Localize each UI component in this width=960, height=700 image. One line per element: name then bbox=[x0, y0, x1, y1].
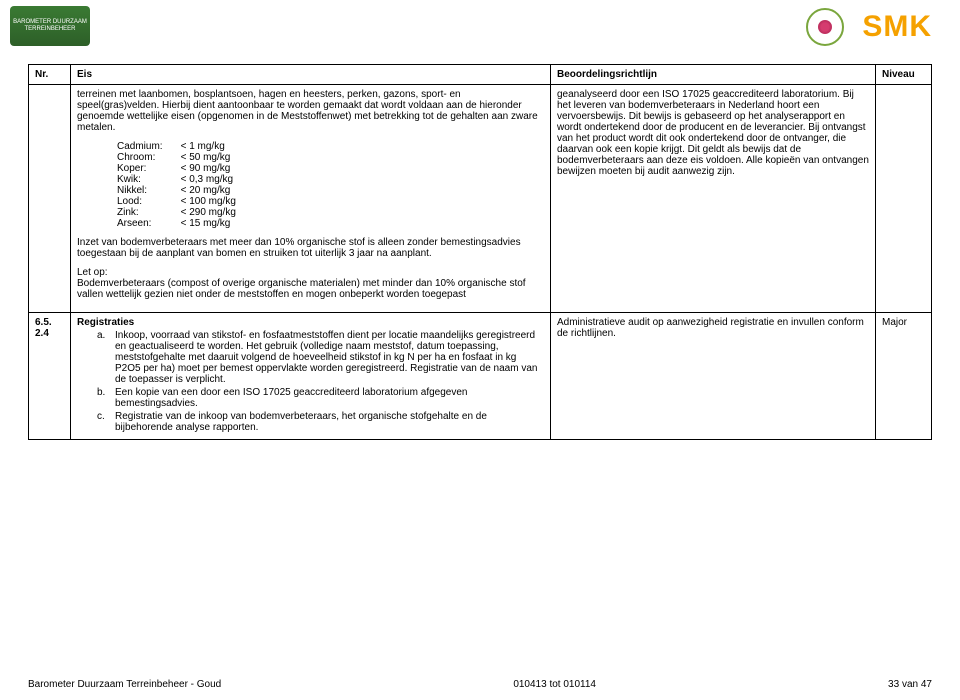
criteria-table: Nr. Eis Beoordelingsrichtlijn Niveau ter… bbox=[28, 64, 932, 440]
row-title: Registraties bbox=[77, 317, 544, 328]
limit-val: < 0,3 mg/kg bbox=[181, 174, 254, 185]
limit-val: < 20 mg/kg bbox=[181, 185, 254, 196]
limit-val: < 90 mg/kg bbox=[181, 163, 254, 174]
list-text: Registratie van de inkoop van bodemverbe… bbox=[115, 411, 487, 433]
milieukeur-logo-icon bbox=[806, 8, 844, 46]
col-nr: Nr. bbox=[29, 65, 71, 85]
limit-val: < 100 mg/kg bbox=[181, 196, 254, 207]
eis-paragraph: Inzet van bodemverbeteraars met meer dan… bbox=[77, 237, 544, 259]
logo-barometer: BAROMETER DUURZAAM TERREINBEHEER bbox=[10, 6, 90, 46]
list-item: a.Inkoop, voorraad van stikstof- en fosf… bbox=[97, 330, 544, 385]
limit-el: Koper: bbox=[117, 163, 181, 174]
list-item: b.Een kopie van een door een ISO 17025 g… bbox=[97, 387, 544, 409]
cell-eis: Registraties a.Inkoop, voorraad van stik… bbox=[71, 313, 551, 440]
eis-text: Bodemverbeteraars (compost of overige or… bbox=[77, 278, 526, 300]
eis-paragraph: Let op:Bodemverbeteraars (compost of ove… bbox=[77, 267, 544, 300]
limit-val: < 1 mg/kg bbox=[181, 141, 254, 152]
limit-val: < 50 mg/kg bbox=[181, 152, 254, 163]
cell-niveau bbox=[876, 85, 932, 313]
table-header-row: Nr. Eis Beoordelingsrichtlijn Niveau bbox=[29, 65, 932, 85]
limit-el: Nikkel: bbox=[117, 185, 181, 196]
col-niveau: Niveau bbox=[876, 65, 932, 85]
limit-el: Lood: bbox=[117, 196, 181, 207]
cell-nr: 6.5. 2.4 bbox=[29, 313, 71, 440]
list-text: Inkoop, voorraad van stikstof- en fosfaa… bbox=[115, 330, 537, 385]
footer-center: 010413 tot 010114 bbox=[513, 679, 596, 690]
cell-beoord: geanalyseerd door een ISO 17025 geaccred… bbox=[551, 85, 876, 313]
cell-nr bbox=[29, 85, 71, 313]
cell-eis: terreinen met laanbomen, bosplantsoen, h… bbox=[71, 85, 551, 313]
page-footer: Barometer Duurzaam Terreinbeheer - Goud … bbox=[28, 679, 932, 690]
limits-table: Cadmium:< 1 mg/kg Chroom:< 50 mg/kg Kope… bbox=[117, 141, 254, 229]
limit-el: Chroom: bbox=[117, 152, 181, 163]
table-row: terreinen met laanbomen, bosplantsoen, h… bbox=[29, 85, 932, 313]
letop-label: Let op: bbox=[77, 267, 108, 278]
col-eis: Eis bbox=[71, 65, 551, 85]
limit-el: Kwik: bbox=[117, 174, 181, 185]
lettered-list: a.Inkoop, voorraad van stikstof- en fosf… bbox=[77, 330, 544, 433]
limit-el: Zink: bbox=[117, 207, 181, 218]
limit-el: Cadmium: bbox=[117, 141, 181, 152]
eis-paragraph: terreinen met laanbomen, bosplantsoen, h… bbox=[77, 89, 544, 133]
limit-el: Arseen: bbox=[117, 218, 181, 229]
smk-logo: SMK bbox=[862, 10, 932, 44]
list-text: Een kopie van een door een ISO 17025 gea… bbox=[115, 387, 467, 409]
table-row: 6.5. 2.4 Registraties a.Inkoop, voorraad… bbox=[29, 313, 932, 440]
cell-beoord: Administratieve audit op aanwezigheid re… bbox=[551, 313, 876, 440]
col-beoord: Beoordelingsrichtlijn bbox=[551, 65, 876, 85]
limit-val: < 15 mg/kg bbox=[181, 218, 254, 229]
header-logos: SMK bbox=[806, 8, 932, 46]
cell-niveau: Major bbox=[876, 313, 932, 440]
limit-val: < 290 mg/kg bbox=[181, 207, 254, 218]
list-item: c.Registratie van de inkoop van bodemver… bbox=[97, 411, 544, 433]
footer-right: 33 van 47 bbox=[888, 679, 932, 690]
footer-left: Barometer Duurzaam Terreinbeheer - Goud bbox=[28, 679, 221, 690]
